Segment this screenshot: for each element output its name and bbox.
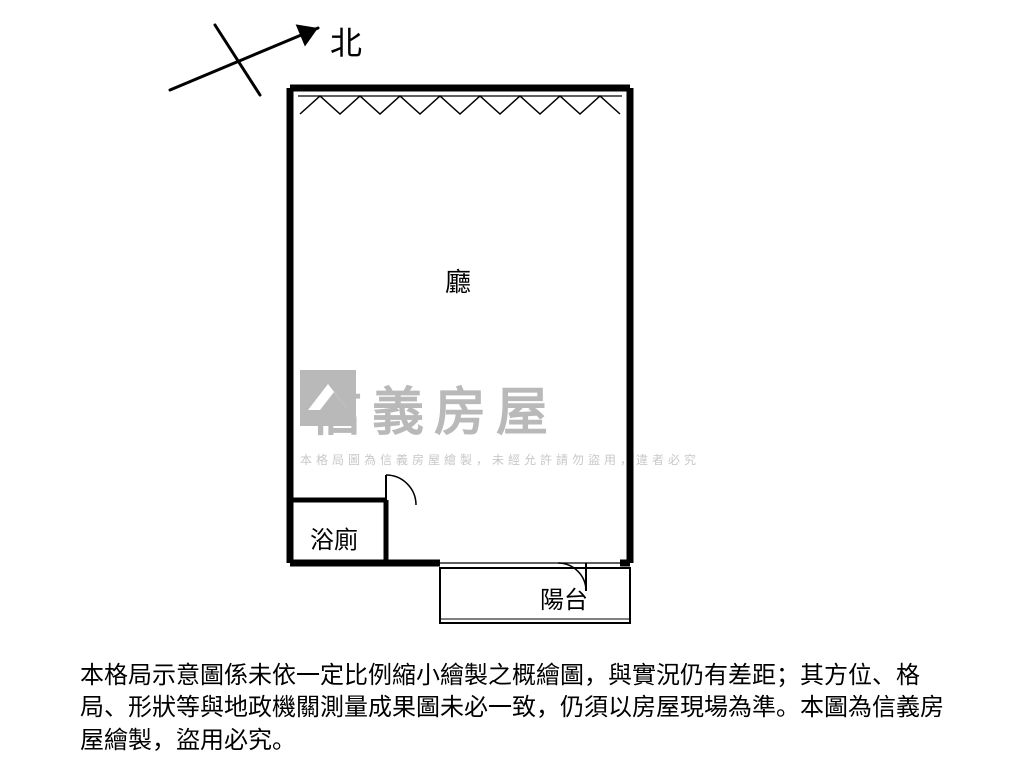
balcony-label: 陽台 — [540, 580, 588, 615]
floorplan-svg — [0, 0, 1024, 768]
hall-label: 廳 — [445, 262, 471, 299]
north-label: 北 — [330, 18, 362, 64]
bathroom-label: 浴廁 — [310, 520, 358, 555]
disclaimer-text: 本格局示意圖係未依一定比例縮小繪製之概繪圖，與實況仍有差距；其方位、格局、形狀等… — [80, 660, 950, 757]
floorplan-canvas: 信義房屋 本格局圖為信義房屋繪製，未經允許請勿盜用，違者必究 北 廳 浴廁 陽台… — [0, 0, 1024, 768]
